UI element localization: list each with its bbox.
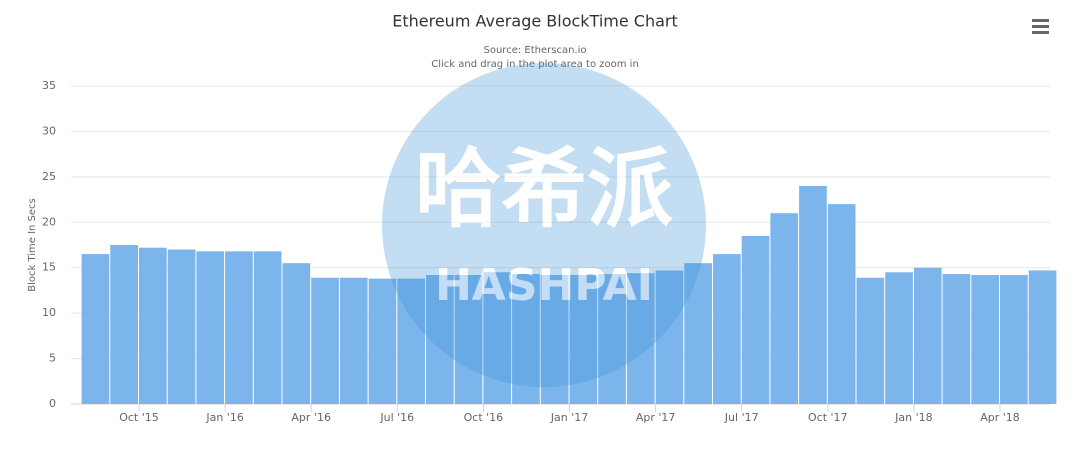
bar: [311, 277, 339, 404]
x-tick-label: Apr '17: [636, 411, 676, 424]
bar: [110, 245, 138, 404]
bar: [942, 274, 971, 404]
bar: [368, 278, 397, 404]
bar: [684, 263, 712, 404]
x-tick-label: Apr '18: [980, 411, 1020, 424]
watermark-text: 哈希派: [415, 139, 673, 239]
y-tick-label: 35: [42, 79, 56, 92]
bar: [827, 204, 856, 404]
bar: [426, 274, 454, 404]
chart-title: Ethereum Average BlockTime Chart: [392, 12, 678, 31]
y-tick-label: 30: [42, 124, 56, 137]
bar: [913, 267, 942, 404]
subtitle: Source: Etherscan.io: [484, 45, 587, 56]
menu-bar: [1032, 19, 1049, 22]
bar: [540, 274, 569, 404]
bar: [339, 277, 368, 404]
bar: [225, 251, 253, 404]
x-tick-label: Jan '18: [894, 411, 932, 424]
bar: [713, 254, 741, 404]
bar: [167, 249, 196, 404]
bar: [885, 272, 913, 404]
x-tick-label: Oct '15: [119, 411, 159, 424]
bar: [598, 274, 626, 404]
x-tick-label: Jan '17: [550, 411, 588, 424]
bar: [454, 274, 483, 404]
y-tick-label: 10: [42, 306, 56, 319]
y-axis-label: Block Time In Secs: [27, 198, 38, 292]
x-tick-label: Apr '16: [291, 411, 331, 424]
watermark-circle: [382, 63, 706, 387]
x-tick-label: Jul '16: [379, 411, 414, 424]
y-tick-label: 5: [49, 352, 56, 365]
x-tick-label: Jul '17: [724, 411, 759, 424]
y-tick-label: 25: [42, 170, 56, 183]
x-tick-label: Jan '16: [205, 411, 243, 424]
y-tick-label: 15: [42, 261, 56, 274]
bar: [741, 235, 770, 404]
watermark: 哈希派 HASHPAI: [382, 63, 706, 387]
bar: [856, 277, 885, 404]
bar: [483, 272, 512, 404]
bar: [626, 273, 655, 404]
bar: [196, 251, 225, 404]
menu-button[interactable]: [1032, 19, 1049, 34]
bar: [253, 251, 282, 404]
bar: [139, 247, 167, 404]
bar: [1028, 270, 1057, 404]
bar: [655, 270, 684, 404]
watermark-text: HASHPAI: [435, 260, 653, 311]
bar: [971, 274, 999, 404]
bar: [799, 185, 827, 404]
menu-bar: [1032, 31, 1049, 34]
bar: [770, 213, 799, 404]
y-tick-label: 20: [42, 215, 56, 228]
x-tick-label: Oct '17: [808, 411, 848, 424]
bar: [569, 274, 598, 404]
bar: [1000, 274, 1028, 404]
bar: [282, 263, 311, 404]
bar: [397, 278, 425, 404]
bar: [512, 274, 540, 404]
subtitle: Click and drag in the plot area to zoom …: [431, 59, 639, 70]
x-tick-label: Oct '16: [464, 411, 504, 424]
plot: 0 5 10 15 20 25 30 35 Oct '15 Jan '16 Apr '16 Jul '…: [42, 79, 1057, 424]
y-tick-label: 0: [49, 397, 56, 410]
menu-bar: [1032, 25, 1049, 28]
bar: [81, 254, 110, 404]
